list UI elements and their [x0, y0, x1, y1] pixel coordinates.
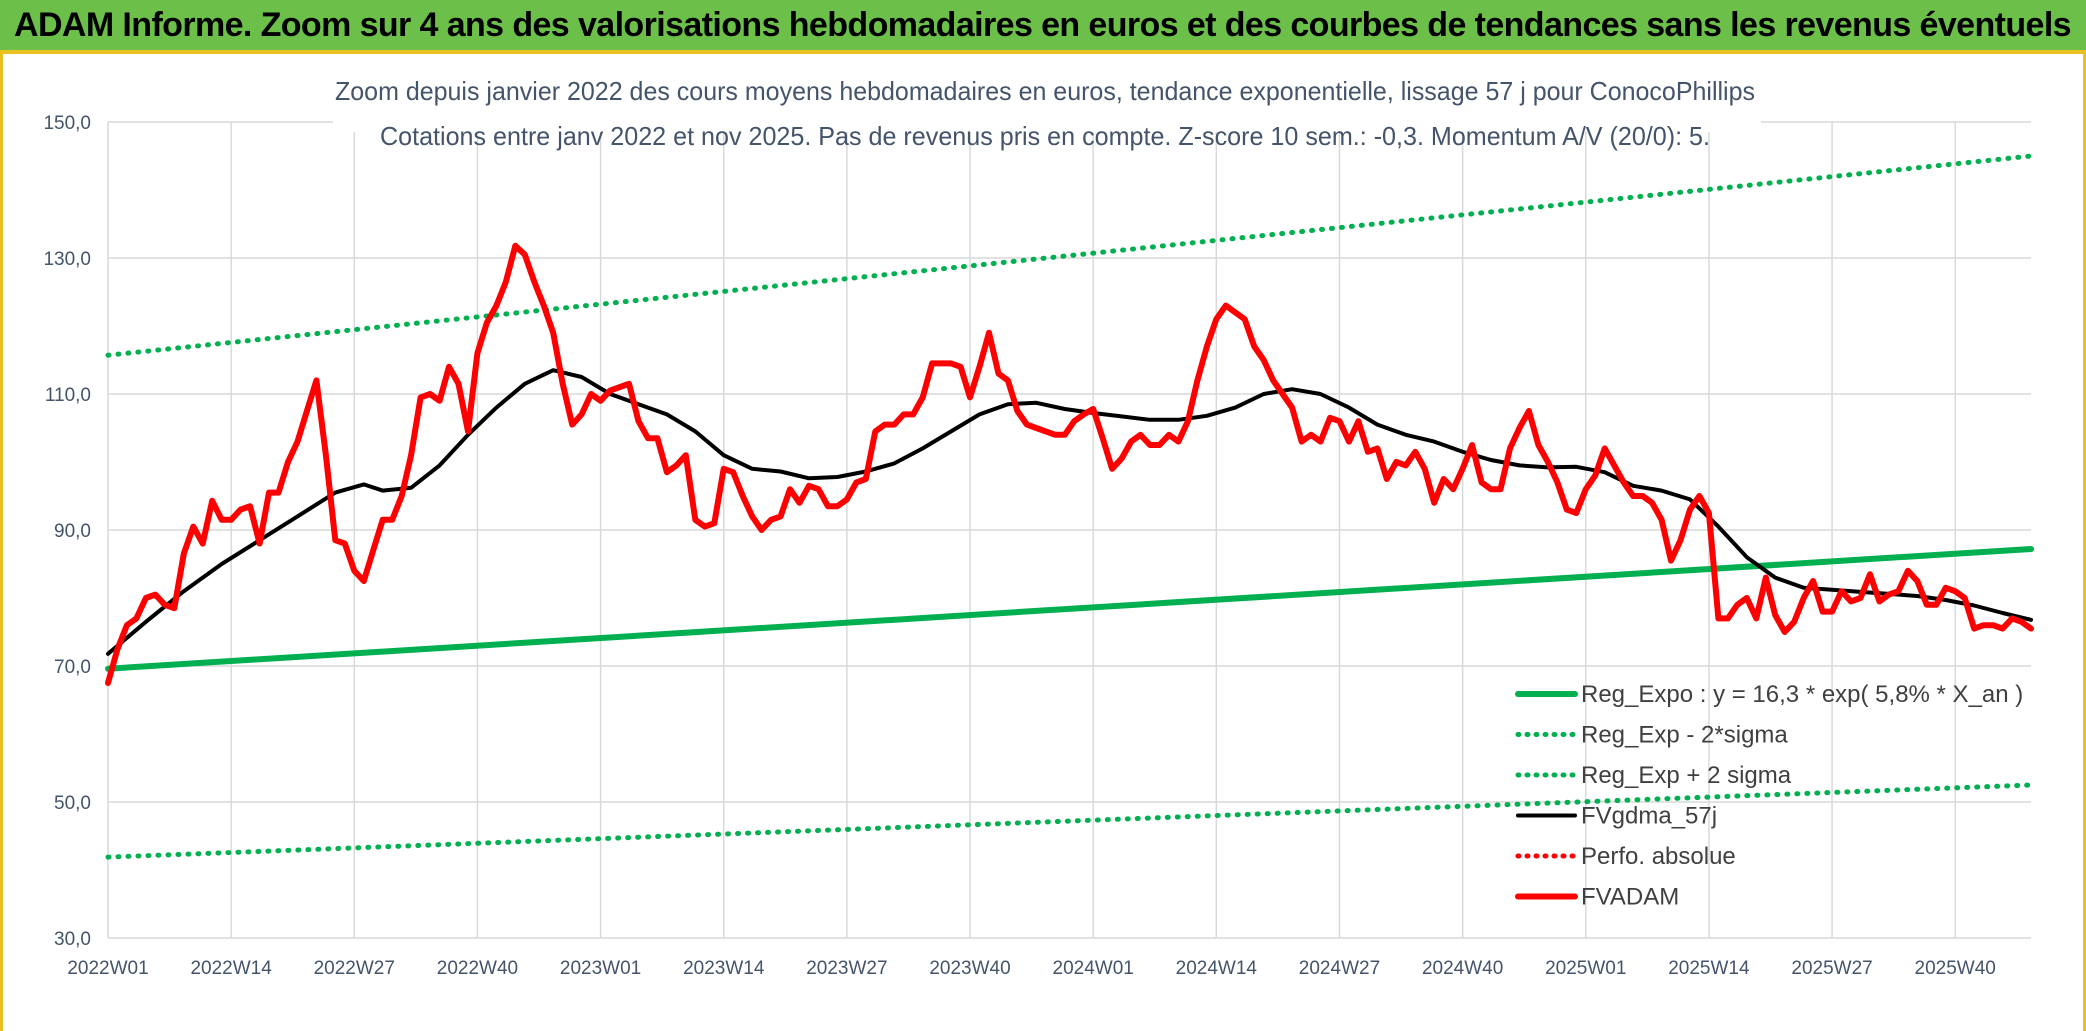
x-tick-label: 2022W01	[67, 958, 148, 979]
x-tick-label: 2025W27	[1791, 958, 1872, 979]
reg-exp-plus-2sigma-line	[105, 153, 2034, 358]
x-tick-label: 2023W40	[929, 958, 1010, 979]
x-tick-label: 2025W14	[1668, 958, 1750, 979]
y-tick-label: 150,0	[43, 113, 91, 134]
report-banner: ADAM Informe. Zoom sur 4 ans des valoris…	[0, 0, 2086, 54]
x-tick-label: 2022W27	[314, 958, 395, 979]
y-tick-label: 130,0	[43, 249, 91, 270]
grid	[107, 121, 2031, 939]
reg-expo-line	[105, 546, 2034, 672]
fvadam-line	[105, 242, 2034, 686]
legend-label: Reg_Exp - 2*sigma	[1581, 722, 1788, 749]
series	[105, 153, 2034, 860]
y-tick-label: 110,0	[45, 385, 91, 406]
x-tick-label: 2023W27	[806, 958, 887, 979]
y-tick-label: 90,0	[54, 521, 91, 542]
chart-title-background	[333, 54, 1761, 132]
y-tick-label: 30,0	[54, 929, 91, 950]
x-tick-label: 2024W27	[1299, 958, 1380, 979]
legend-label: FVgdma_57j	[1581, 803, 1717, 830]
x-tick-label: 2022W40	[437, 958, 518, 979]
x-tick-label: 2024W14	[1176, 958, 1258, 979]
x-tick-label: 2025W01	[1545, 958, 1626, 979]
x-tick-label: 2024W40	[1422, 958, 1503, 979]
y-axis-ticks: 30,0 50,0 70,0 90,0 110,0 130,0 150,0	[43, 113, 91, 950]
x-axis-ticks: 2022W01 2022W14 2022W27 2022W40 2023W01 2023W…	[67, 958, 1996, 979]
x-tick-label: 2023W14	[683, 958, 765, 979]
reg-exp-minus-2sigma-line	[105, 782, 2034, 860]
legend-label: FVADAM	[1581, 884, 1679, 911]
x-tick-label: 2024W01	[1053, 958, 1134, 979]
x-tick-label: 2023W01	[560, 958, 641, 979]
y-tick-label: 50,0	[54, 793, 91, 814]
legend-label: Perfo. absolue	[1581, 843, 1736, 870]
chart-title-line-2: Cotations entre janv 2022 et nov 2025. P…	[380, 121, 1710, 151]
x-tick-label: 2025W40	[1915, 958, 1996, 979]
y-tick-label: 70,0	[54, 657, 91, 678]
legend-label: Reg_Exp + 2 sigma	[1581, 762, 1792, 789]
chart-title-block: Zoom depuis janvier 2022 des cours moyen…	[333, 54, 1761, 151]
chart-frame: 30,0 50,0 70,0 90,0 110,0 130,0 150,0 2022W01 2…	[0, 54, 2086, 1031]
report-title: ADAM Informe. Zoom sur 4 ans des valoris…	[14, 6, 2072, 44]
legend: Reg_Expo : y = 16,3 * exp( 5,8% * X_an )…	[1515, 681, 2023, 911]
legend-label: Reg_Expo : y = 16,3 * exp( 5,8% * X_an )	[1581, 681, 2023, 708]
x-tick-label: 2022W14	[190, 958, 272, 979]
chart-title-line-1: Zoom depuis janvier 2022 des cours moyen…	[335, 76, 1755, 106]
